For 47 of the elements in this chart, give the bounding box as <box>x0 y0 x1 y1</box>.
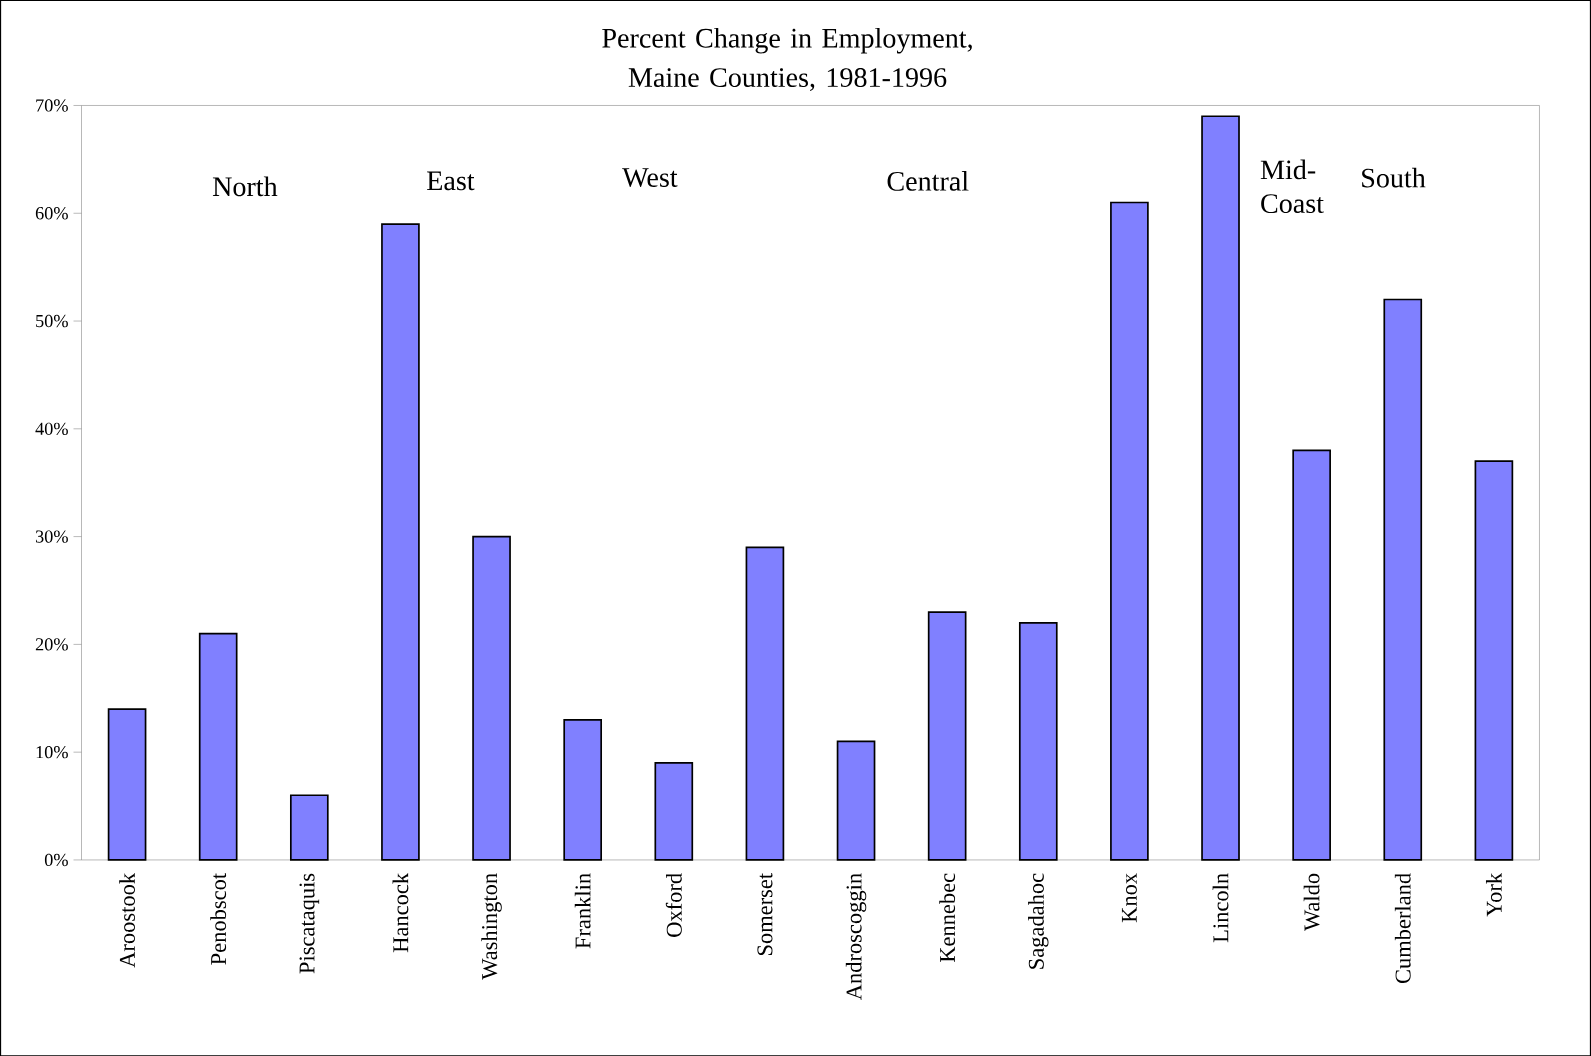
bar <box>927 611 967 861</box>
bar <box>1474 460 1514 861</box>
annotation: South <box>1362 167 1426 188</box>
annotation: Mid-Coast <box>1260 159 1324 213</box>
bar <box>745 546 785 861</box>
annotation: East <box>427 171 475 191</box>
x-tick-label: Sagadahoc <box>1028 873 1049 969</box>
y-tick-label: 50% <box>36 314 68 328</box>
bar <box>1383 298 1423 861</box>
x-tick-label: Penobscot <box>210 872 227 965</box>
bar <box>654 761 694 861</box>
y-tick-label: 0% <box>44 853 68 866</box>
x-tick-label: Oxford <box>665 873 682 937</box>
annotation: Central <box>887 170 969 191</box>
bar <box>107 708 147 861</box>
x-tick-label: Aroostook <box>119 872 135 968</box>
y-tick-label: 30% <box>35 530 68 543</box>
annotation: North <box>212 176 278 197</box>
x-tick-label: Franklin <box>574 873 591 949</box>
x-tick-label: Washington <box>481 873 502 980</box>
bar <box>836 740 876 861</box>
y-tick-label: 40% <box>35 422 68 435</box>
y-tick-label: 70% <box>36 99 68 112</box>
y-tick-label: 20% <box>35 638 68 651</box>
bar <box>198 632 238 861</box>
bar <box>1110 201 1149 861</box>
x-tick-label: Hancock <box>392 872 409 952</box>
bar <box>1018 621 1058 861</box>
x-tick-label: Waldo <box>1303 873 1320 931</box>
bar <box>289 794 329 861</box>
y-tick-label: 10% <box>36 745 68 759</box>
bar <box>1292 449 1331 861</box>
x-tick-label: Piscataquis <box>299 873 320 974</box>
bar <box>472 535 511 861</box>
bar <box>563 718 603 861</box>
annotation: West <box>622 168 678 187</box>
x-tick-label: Lincoln <box>1212 873 1229 942</box>
chart-title: Percent Change in Employment, Maine Counties, 1981-1996 <box>602 27 972 91</box>
x-tick-label: Androscoggin <box>845 873 867 1000</box>
bar <box>381 223 420 861</box>
bar <box>1201 115 1240 861</box>
y-tick-label: 60% <box>35 206 68 220</box>
x-tick-label: Knox <box>1121 872 1137 923</box>
x-tick-label: Kennebec <box>939 873 956 962</box>
x-tick-label: Cumberland <box>1394 872 1411 983</box>
x-tick-label: York <box>1485 872 1502 917</box>
x-tick-label: Somerset <box>757 872 773 955</box>
